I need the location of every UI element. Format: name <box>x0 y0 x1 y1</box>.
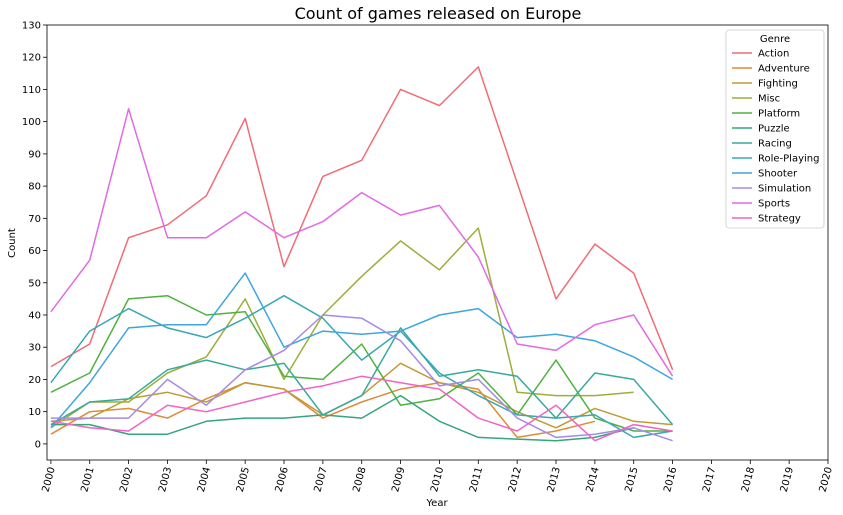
x-tick-label: 2001 <box>79 466 96 493</box>
legend-entry: Action <box>758 49 789 60</box>
x-tick-label: 2015 <box>623 466 640 493</box>
y-tick-label: 20 <box>28 375 41 386</box>
series-line-puzzle <box>50 394 634 442</box>
y-tick-label: 130 <box>22 21 41 32</box>
series-line-sports <box>50 108 674 377</box>
series-line-shooter <box>50 272 673 429</box>
y-tick-label: 110 <box>22 85 41 96</box>
x-tick-label: 2011 <box>468 466 485 493</box>
x-tick-label: 2014 <box>585 466 602 493</box>
y-tick-label: 120 <box>22 53 41 64</box>
x-tick-label: 2003 <box>157 466 174 493</box>
series-lines <box>50 66 674 442</box>
x-tick-label: 2017 <box>701 466 718 493</box>
x-tick-label: 2002 <box>118 466 135 493</box>
legend-entry: Puzzle <box>758 124 790 135</box>
legend-entry: Misc <box>758 94 780 105</box>
x-tick-label: 2006 <box>274 466 291 493</box>
series-line-adventure <box>50 381 596 439</box>
plot-area: 0 10 20 30 40 50 60 70 80 90 100 110 120 130 2000 2001… <box>22 21 835 494</box>
y-tick-label: 90 <box>28 149 41 160</box>
legend-entry: Fighting <box>758 79 798 90</box>
y-axis: 0 10 20 30 40 50 60 70 80 90 100 110 120 130 <box>22 21 47 450</box>
series-line-platform <box>50 294 673 432</box>
plot-frame <box>46 24 829 461</box>
x-tick-label: 2020 <box>818 466 835 493</box>
legend-entry: Strategy <box>758 214 801 225</box>
legend: Genre Action Adventure Fighting Misc Platfor… <box>725 29 825 229</box>
x-tick-label: 2010 <box>429 466 446 493</box>
y-tick-label: 70 <box>28 214 41 225</box>
legend-entry: Sports <box>758 199 790 210</box>
legend-entry: Role-Playing <box>758 154 819 165</box>
legend-entry: Shooter <box>758 169 798 180</box>
x-tick-label: 2000 <box>41 466 58 493</box>
series-line-simulation <box>50 314 673 442</box>
y-tick-label: 10 <box>28 407 41 418</box>
legend-items: Action Adventure Fighting Misc Platform Puzzl… <box>732 49 819 225</box>
x-tick-label: 2009 <box>390 466 407 493</box>
series-line-strategy <box>50 375 673 442</box>
chart-title: Count of games released on Europe <box>295 4 582 23</box>
x-tick-label: 2016 <box>662 466 679 493</box>
x-tick-label: 2008 <box>351 466 368 493</box>
y-tick-label: 0 <box>35 439 41 450</box>
series-line-role-playing <box>50 294 673 439</box>
legend-box <box>725 29 825 229</box>
y-tick-label: 80 <box>28 182 41 193</box>
series-line-racing <box>50 327 674 426</box>
legend-entry: Adventure <box>758 64 810 75</box>
x-tick-label: 2013 <box>546 466 563 493</box>
y-axis-label: Count <box>7 228 18 258</box>
series-line-action <box>50 66 674 371</box>
legend-entry: Racing <box>758 139 792 150</box>
series-line-misc <box>50 227 634 429</box>
y-tick-label: 50 <box>28 278 41 289</box>
x-tick-label: 2004 <box>196 466 213 493</box>
x-axis: 2000 2001 2002 2003 2004 2005 2006 2007 2008 2009… <box>41 460 835 493</box>
x-tick-label: 2019 <box>779 466 796 493</box>
y-tick-label: 40 <box>28 311 41 322</box>
y-tick-label: 60 <box>28 246 41 257</box>
y-tick-label: 30 <box>28 343 41 354</box>
x-tick-label: 2018 <box>740 466 757 493</box>
legend-entry: Platform <box>758 109 800 120</box>
x-tick-label: 2007 <box>313 466 330 493</box>
x-tick-label: 2005 <box>235 466 252 493</box>
x-axis-label: Year <box>425 498 448 509</box>
legend-entry: Simulation <box>758 184 811 195</box>
x-tick-label: 2012 <box>507 466 524 493</box>
y-tick-label: 100 <box>22 117 41 128</box>
legend-title: Genre <box>760 34 790 45</box>
